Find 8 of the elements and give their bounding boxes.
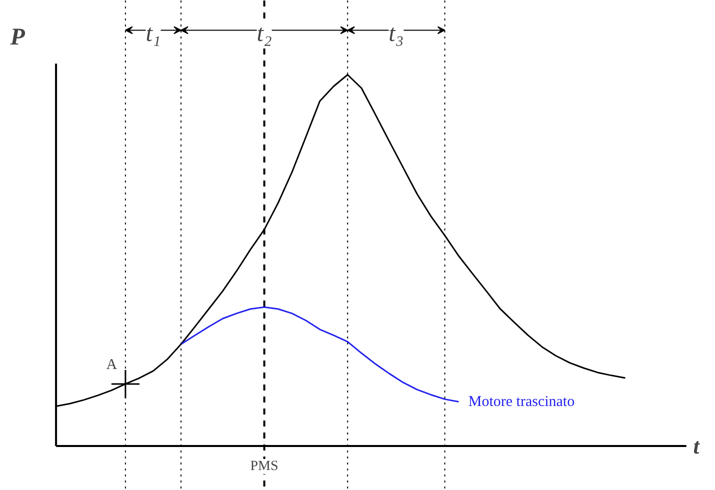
y-axis-title: P: [9, 24, 26, 51]
text: PMS: [250, 458, 278, 474]
x-axis-title: t: [693, 433, 700, 458]
annotation: A: [106, 356, 118, 373]
text: t₁: [146, 20, 161, 47]
text: t₃: [388, 20, 404, 47]
text: t₂: [256, 20, 272, 47]
series-label: Motore trascinato: [468, 394, 575, 410]
